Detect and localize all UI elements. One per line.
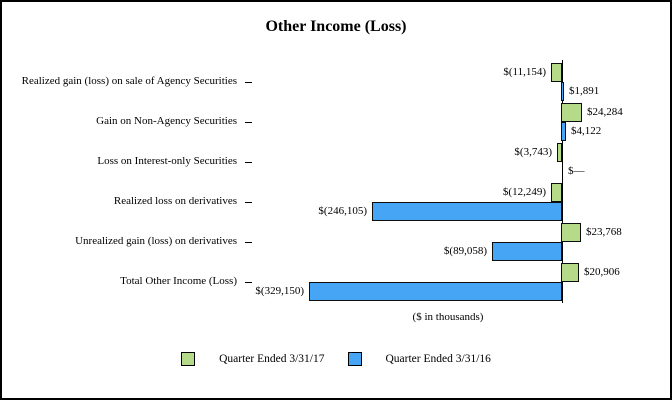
chart-title: Other Income (Loss) (265, 18, 407, 35)
category-tick (245, 282, 252, 283)
value-label: $(3,743) (514, 146, 552, 158)
units-caption: ($ in thousands) (412, 311, 484, 323)
value-label: $(329,150) (255, 285, 304, 297)
value-label: $(12,249) (502, 186, 546, 198)
legend: Quarter Ended 3/31/17 Quarter Ended 3/31/… (0, 352, 672, 366)
category-label: Unrealized gain (loss) on derivatives (75, 235, 237, 247)
value-label: $1,891 (569, 85, 600, 97)
value-label: $(246,105) (318, 205, 367, 217)
bar-q16 (492, 242, 562, 261)
bar-q17 (561, 103, 582, 122)
value-label: $(89,058) (443, 245, 487, 257)
value-label: $23,768 (586, 226, 622, 238)
bar-q17 (551, 183, 562, 202)
category-tick (245, 82, 252, 83)
legend-item: Quarter Ended 3/31/17 (181, 352, 325, 366)
legend-swatch (181, 352, 196, 366)
category-label: Gain on Non-Agency Securities (96, 115, 237, 127)
bar-q17 (561, 223, 581, 242)
value-label: $20,906 (584, 266, 620, 278)
value-label: $4,122 (571, 125, 602, 137)
legend-swatch (347, 352, 362, 366)
category-label: Loss on Interest-only Securities (97, 155, 237, 167)
legend-label: Quarter Ended 3/31/16 (385, 353, 491, 365)
legend-label: Quarter Ended 3/31/17 (219, 353, 325, 365)
category-label: Total Other Income (Loss) (120, 275, 237, 287)
zero-axis-line (562, 60, 563, 303)
category-tick (245, 242, 252, 243)
category-tick (245, 122, 252, 123)
bar-q16 (372, 202, 562, 221)
bar-q17 (561, 263, 579, 282)
bar-q16 (309, 282, 562, 301)
value-label: $24,284 (587, 106, 623, 118)
category-label: Realized loss on derivatives (113, 195, 237, 207)
category-tick (245, 202, 252, 203)
bar-q16 (561, 122, 566, 141)
category-label: Realized gain (loss) on sale of Agency S… (21, 75, 237, 87)
value-label: $(11,154) (503, 66, 546, 78)
value-label: $— (568, 165, 585, 177)
category-tick (245, 162, 252, 163)
legend-item: Quarter Ended 3/31/16 (347, 352, 491, 366)
bar-q17 (557, 143, 562, 162)
bar-q16 (561, 82, 564, 101)
bar-q17 (551, 63, 562, 82)
